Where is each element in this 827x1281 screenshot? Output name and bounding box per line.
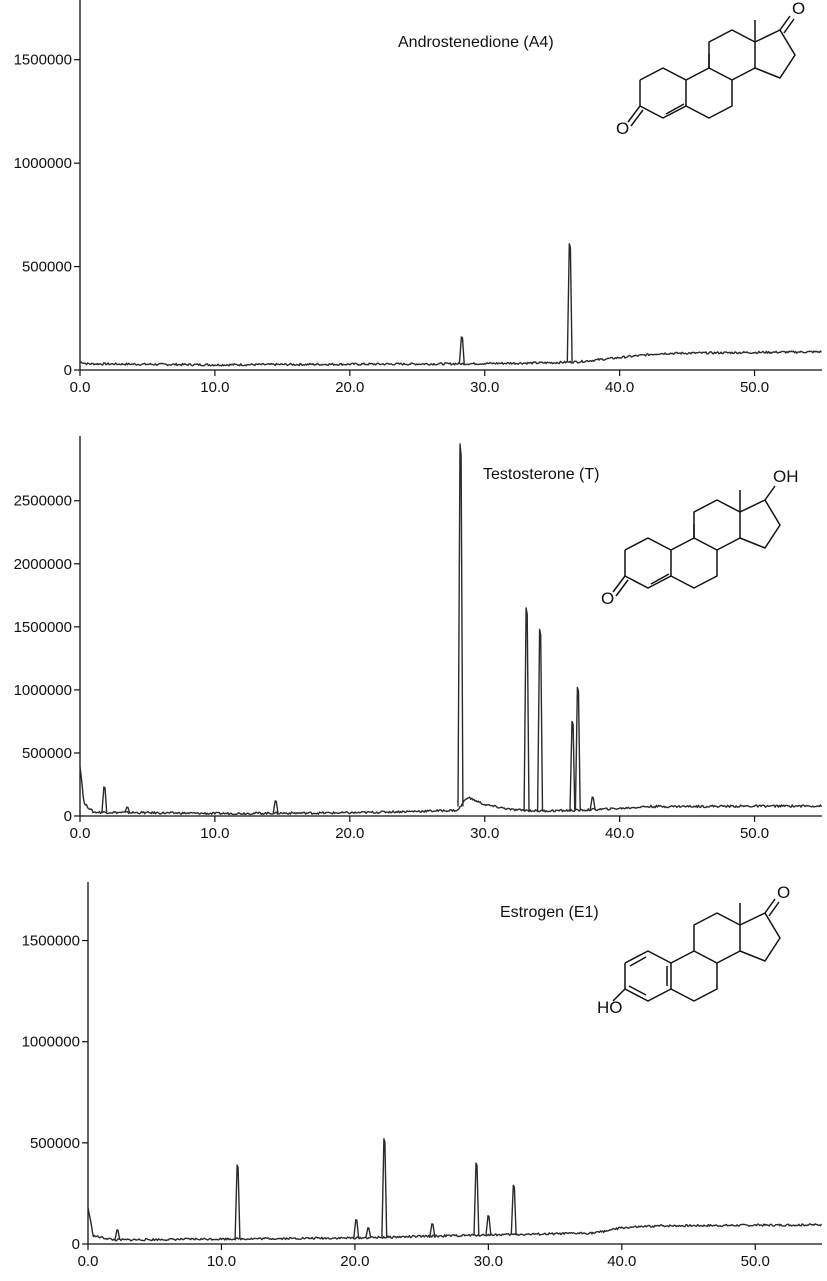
chromatogram-peak [353, 1219, 360, 1238]
y-tick-label: 500000 [30, 1135, 80, 1152]
chromatogram-peak [510, 1184, 517, 1235]
x-tick-label: 20.0 [335, 379, 364, 396]
y-tick-label: 1000000 [14, 155, 72, 172]
x-tick-label: 10.0 [200, 379, 229, 396]
chromatogram-peak [523, 607, 530, 811]
chromatogram-peak [124, 806, 131, 813]
chromatogram-peak [101, 786, 108, 813]
chromatogram-peak [589, 796, 596, 810]
y-tick-label: 1500000 [14, 619, 72, 636]
x-tick-label: 50.0 [741, 1253, 770, 1270]
x-tick-label: 30.0 [470, 825, 499, 842]
chart-panel-androstenedione: Androstenedione (A4) 0 500000 1000000 150000… [0, 0, 827, 410]
chart-panel-testosterone: Testosterone (T) 0 500000 1000000 1500000 200… [0, 430, 827, 850]
chromatogram-testosterone: Testosterone (T) 0 500000 1000000 1500000 200… [14, 436, 823, 842]
x-tick-label: 50.0 [740, 379, 769, 396]
y-tick-label: 0 [72, 1236, 80, 1253]
x-tick-label: 50.0 [740, 825, 769, 842]
x-tick-label: 40.0 [605, 825, 634, 842]
x-tick-label: 0.0 [78, 1253, 99, 1270]
x-tick-label: 20.0 [335, 825, 364, 842]
chromatogram-peak [458, 336, 465, 364]
chromatogram-peak [473, 1162, 480, 1236]
x-tick-label: 0.0 [70, 379, 91, 396]
chromatogram-peak [569, 720, 576, 811]
chromatogram-peak [574, 686, 581, 811]
chromatogram-androstenedione: Androstenedione (A4) 0 500000 1000000 150000… [14, 0, 823, 396]
x-tick-label: 10.0 [207, 1253, 236, 1270]
chromatogram-trace [87, 1207, 823, 1242]
y-tick-label: 500000 [22, 745, 72, 762]
y-tick-label: 0 [64, 808, 72, 825]
y-tick-label: 500000 [22, 259, 72, 276]
chromatogram-peak [457, 443, 464, 807]
chromatogram-peak [272, 800, 279, 814]
chromatogram-trace [79, 766, 823, 816]
x-tick-label: 40.0 [605, 379, 634, 396]
y-tick-label: 1500000 [14, 52, 72, 69]
chromatogram-peak [381, 1138, 388, 1238]
y-tick-label: 0 [64, 362, 72, 379]
x-tick-label: 30.0 [470, 379, 499, 396]
chromatogram-peak [485, 1215, 492, 1235]
chromatogram-peak [365, 1227, 372, 1238]
x-tick-label: 30.0 [474, 1253, 503, 1270]
chromatogram-estrogen: Estrogen (E1) 0 500000 1000000 1500000 0.0 10.… [22, 882, 823, 1270]
y-tick-label: 2000000 [14, 556, 72, 573]
x-tick-label: 10.0 [200, 825, 229, 842]
chart-title: Androstenedione (A4) [398, 34, 554, 51]
chromatogram-trace [79, 350, 823, 367]
x-tick-label: 0.0 [70, 825, 91, 842]
y-tick-label: 1000000 [22, 1034, 80, 1051]
chromatogram-peak [566, 243, 573, 363]
chart-title: Testosterone (T) [483, 466, 599, 483]
chart-panel-estrogen: Estrogen (E1) 0 500000 1000000 1500000 0.0 10.… [0, 870, 827, 1281]
chromatogram-peak [536, 628, 544, 811]
chromatogram-peak [234, 1164, 241, 1239]
chromatogram-peak [114, 1229, 121, 1241]
chart-title: Estrogen (E1) [500, 904, 599, 921]
y-tick-label: 2500000 [14, 493, 72, 510]
chromatogram-peak [429, 1223, 436, 1237]
y-tick-label: 1000000 [14, 682, 72, 699]
y-tick-label: 1500000 [22, 933, 80, 950]
x-tick-label: 20.0 [340, 1253, 369, 1270]
x-tick-label: 40.0 [607, 1253, 636, 1270]
